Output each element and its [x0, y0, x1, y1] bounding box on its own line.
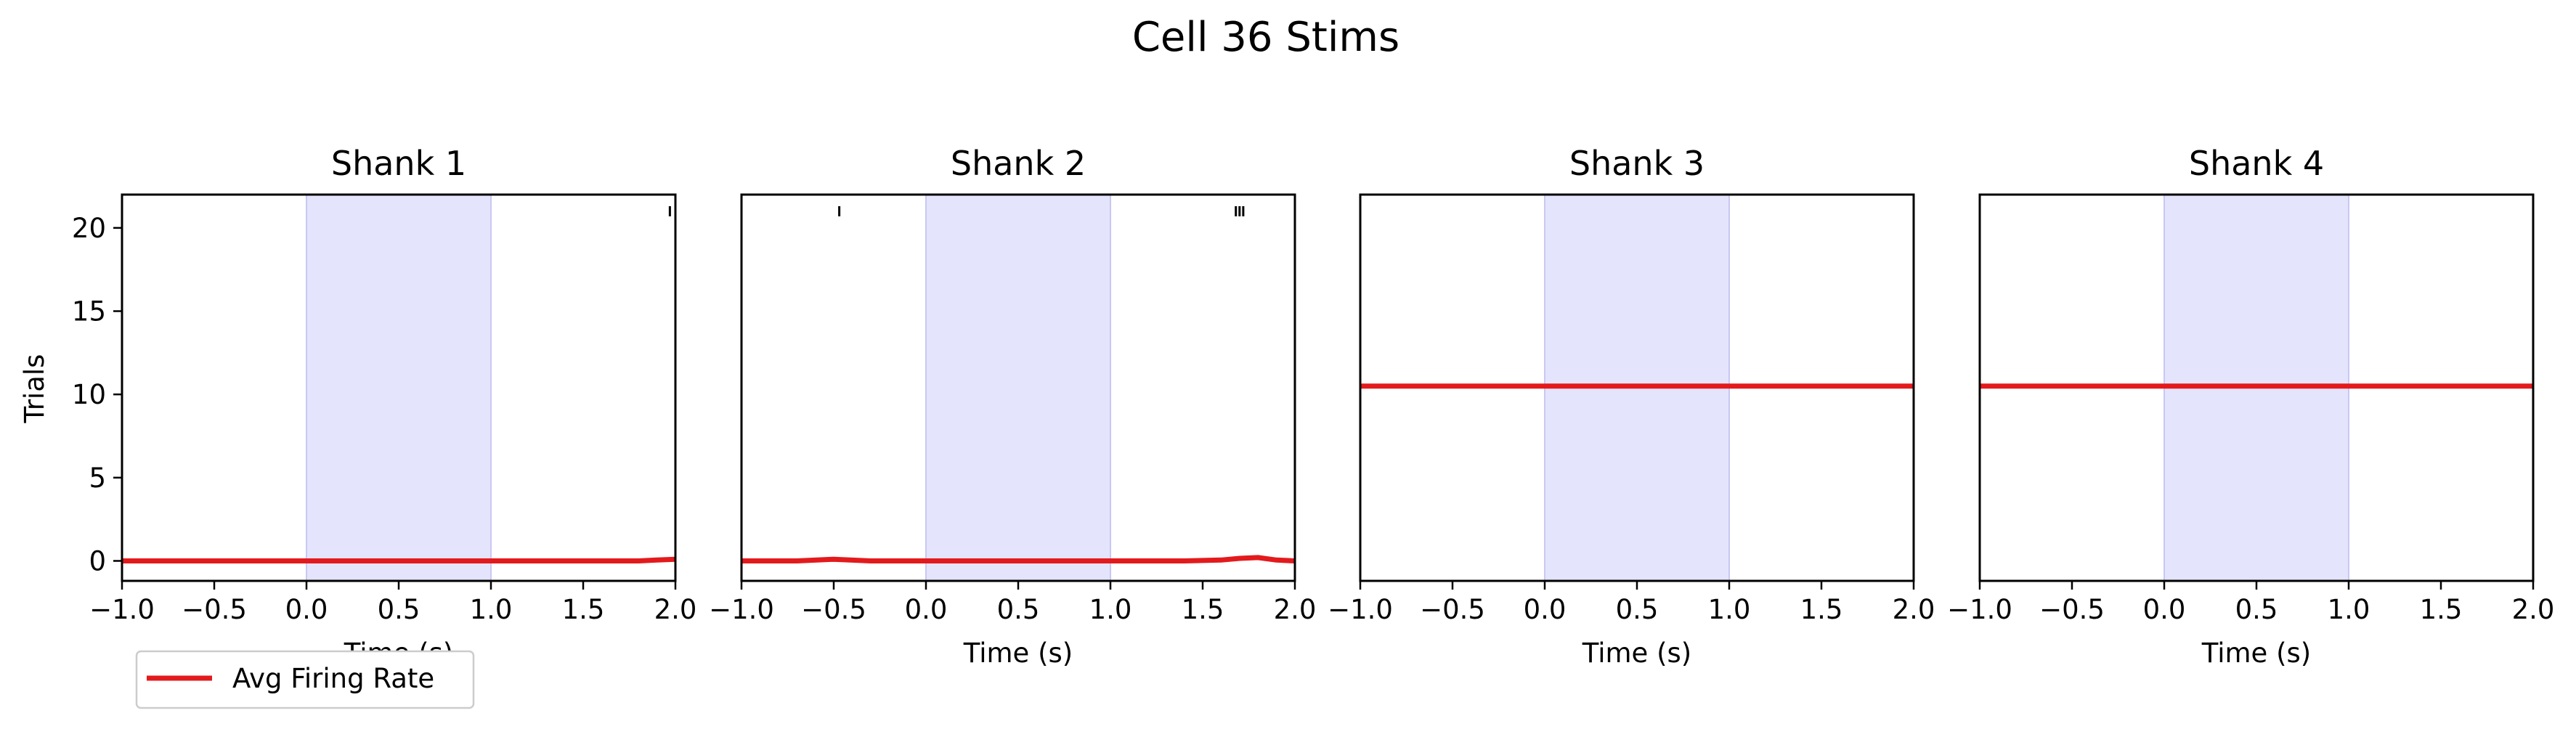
- x-tick-label: 0.5: [997, 594, 1040, 625]
- x-axis-label: Time (s): [1582, 638, 1691, 669]
- avg-firing-rate-line: [741, 555, 1296, 563]
- figure-title: Cell 36 Stims: [1132, 14, 1399, 61]
- x-tick-label: 0.0: [905, 594, 948, 625]
- avg-firing-rate-line: [122, 556, 676, 563]
- x-tick-label: 2.0: [1274, 594, 1317, 625]
- x-tick-label: 0.5: [2235, 594, 2278, 625]
- subplot-2: −1.0 −0.5 0.0 0.5 1.0 1.5 2.0 Shank 2 Time (s): [709, 144, 1316, 669]
- x-tick-label: 1.5: [2420, 594, 2463, 625]
- subplot-3: −1.0 −0.5 0.0 0.5 1.0 1.5 2.0 Shank 3 Time (s): [1328, 144, 1935, 669]
- x-tick-label: 1.0: [2328, 594, 2370, 625]
- x-tick-label: −0.5: [2039, 594, 2105, 625]
- legend-label: Avg Firing Rate: [232, 663, 434, 694]
- y-tick-label: 0: [89, 545, 106, 577]
- x-tick-label: 2.0: [2512, 594, 2555, 625]
- x-tick-label: −0.5: [1420, 594, 1485, 625]
- y-tick-label: 20: [72, 213, 106, 244]
- x-axis-label: Time (s): [2201, 638, 2311, 669]
- x-tick-label: 1.0: [1089, 594, 1132, 625]
- subplots: −1.0 −0.5 0.0 0.5 1.0 1.5 2.0 0 5 10 15 20 Shank 1 Ti…: [72, 144, 2555, 669]
- x-tick-label: 1.0: [470, 594, 513, 625]
- x-tick-label: 0.0: [1524, 594, 1567, 625]
- x-tick-label: 2.0: [1893, 594, 1935, 625]
- subplot-title: Shank 3: [1569, 144, 1705, 183]
- x-tick-label: −1.0: [709, 594, 774, 625]
- x-tick-label: 1.5: [1182, 594, 1224, 625]
- y-axis-label: Trials: [19, 354, 50, 424]
- subplot-title: Shank 1: [331, 144, 466, 183]
- x-tick-label: −1.0: [1947, 594, 2012, 625]
- x-tick-label: 1.0: [1708, 594, 1751, 625]
- x-axis-label: Time (s): [963, 638, 1073, 669]
- y-tick-label: 10: [72, 379, 106, 410]
- legend: Avg Firing Rate: [135, 650, 475, 709]
- x-tick-label: −1.0: [1328, 594, 1393, 625]
- x-tick-label: 1.5: [1800, 594, 1843, 625]
- x-tick-label: 0.5: [378, 594, 420, 625]
- x-tick-label: −0.5: [801, 594, 866, 625]
- subplot-title: Shank 2: [951, 144, 1086, 183]
- x-tick-label: 0.5: [1616, 594, 1659, 625]
- x-tick-label: 0.0: [285, 594, 328, 625]
- subplot-title: Shank 4: [2189, 144, 2324, 183]
- stim-window: [925, 194, 1111, 582]
- x-tick-label: −0.5: [182, 594, 247, 625]
- x-tick-label: −1.0: [89, 594, 155, 625]
- stim-window: [306, 194, 492, 582]
- subplot-4: −1.0 −0.5 0.0 0.5 1.0 1.5 2.0 Shank 4 Time (s): [1947, 144, 2554, 669]
- x-tick-label: 0.0: [2143, 594, 2186, 625]
- x-tick-label: 2.0: [654, 594, 697, 625]
- y-tick-label: 5: [89, 463, 106, 494]
- y-tick-label: 15: [72, 296, 106, 327]
- legend-frame: [135, 650, 475, 709]
- x-tick-label: 1.5: [562, 594, 605, 625]
